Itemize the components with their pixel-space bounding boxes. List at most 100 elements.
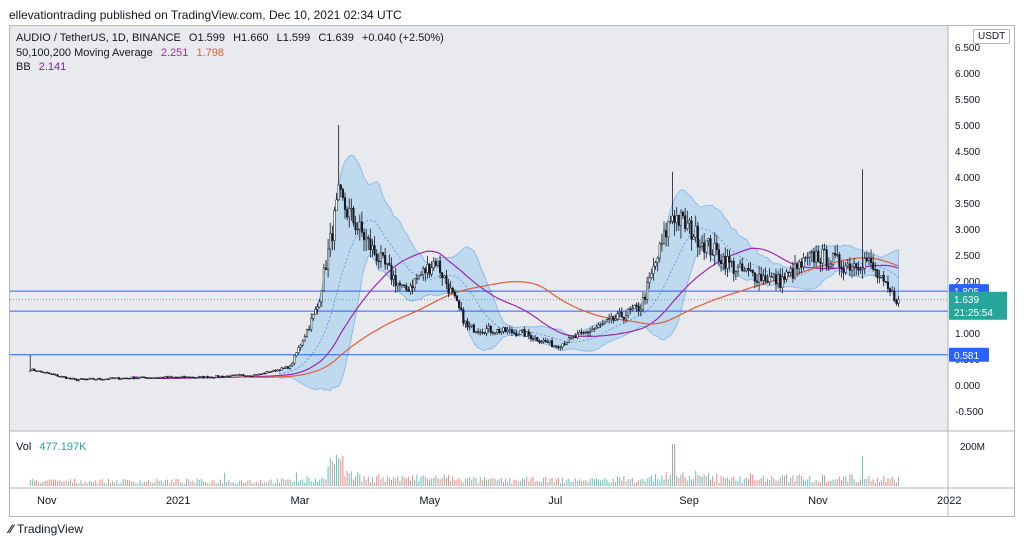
candle-body <box>96 378 99 380</box>
candle-body <box>348 208 351 218</box>
volume-bar <box>739 476 741 486</box>
candle-body <box>610 316 613 320</box>
candle-body <box>453 291 456 297</box>
candle-body <box>493 332 497 334</box>
volume-bar <box>809 476 811 486</box>
volume-bar <box>640 479 642 486</box>
candle-body <box>523 329 526 337</box>
volume-bar <box>492 477 494 486</box>
volume-bar <box>659 480 661 486</box>
candle-body <box>405 285 408 290</box>
volume-bar <box>365 479 367 486</box>
volume-bar <box>369 482 371 486</box>
candle-body <box>324 267 328 270</box>
volume-bar <box>228 480 230 486</box>
candle-body <box>198 376 201 378</box>
candle-body <box>633 304 636 309</box>
candle-body <box>688 220 691 224</box>
volume-bar <box>112 480 114 486</box>
volume-bar <box>868 475 870 486</box>
candle-body <box>504 327 507 333</box>
candle-body <box>217 375 220 378</box>
candle-body <box>736 266 740 272</box>
candle-body <box>274 369 277 372</box>
candle-body <box>295 352 298 357</box>
candle-body <box>253 374 256 377</box>
candle-body <box>603 321 606 324</box>
volume-bar <box>226 481 228 486</box>
candle-body <box>882 275 885 282</box>
candle-body <box>576 333 579 339</box>
volume-bar <box>456 479 458 486</box>
volume-bar <box>342 455 344 486</box>
candle-body <box>643 296 647 300</box>
volume-bar <box>211 480 213 486</box>
volume-bar <box>213 480 215 486</box>
candle-body <box>599 324 602 326</box>
price-chart[interactable]: -0.5000.0000.5001.0001.5002.0002.5003.00… <box>10 26 1014 516</box>
bb-label: BB <box>16 61 31 73</box>
volume-bar <box>874 483 876 486</box>
volume-bar <box>388 477 390 486</box>
candle-body <box>415 278 418 280</box>
volume-bar <box>767 478 769 486</box>
candle-body <box>60 376 63 378</box>
volume-bar <box>285 479 287 486</box>
candle-body <box>71 378 74 380</box>
chart-frame[interactable]: -0.5000.0000.5001.0001.5002.0002.5003.00… <box>9 25 1015 517</box>
currency-unit-button[interactable]: USDT <box>973 29 1011 44</box>
bb-legend[interactable]: BB 2.141 <box>16 61 71 73</box>
candle-body <box>215 375 218 378</box>
volume-bar <box>173 482 175 486</box>
volume-bar <box>295 472 297 486</box>
candle-body <box>758 273 761 283</box>
candle-body <box>597 324 600 328</box>
volume-bar <box>154 482 156 486</box>
volume-bar <box>655 474 657 486</box>
level-badge-3-bg <box>949 347 989 362</box>
candle-body <box>179 376 182 379</box>
volume-bar <box>205 482 207 486</box>
volume-bar <box>540 482 542 486</box>
volume-bar <box>69 479 71 486</box>
volume-bar <box>462 482 464 486</box>
candle-body <box>870 257 873 263</box>
candle-body <box>462 309 465 324</box>
candle-body <box>371 245 374 250</box>
candle-body <box>481 331 484 334</box>
candle-body <box>231 374 235 377</box>
volume-bar <box>629 479 631 486</box>
candle-body <box>365 237 368 241</box>
candle-body <box>529 335 532 340</box>
volume-bar <box>110 482 112 486</box>
volume-bar <box>705 476 707 486</box>
ma-legend[interactable]: 50,100,200 Moving Average 2.251 1.798 <box>16 47 229 59</box>
volume-bar <box>576 480 578 486</box>
candle-body <box>705 240 708 253</box>
candle-body <box>641 296 644 311</box>
volume-bar <box>333 464 335 486</box>
volume-value: 477.197K <box>39 441 87 453</box>
volume-bar <box>866 478 868 486</box>
candle-body <box>614 318 617 321</box>
volume-bar <box>671 444 673 486</box>
candle-body <box>183 376 186 378</box>
volume-bar <box>786 474 788 486</box>
candle-body <box>677 214 680 226</box>
candle-body <box>305 329 309 337</box>
volume-bar <box>209 483 211 486</box>
volume-bar <box>310 481 312 486</box>
y-tick-label: 5.000 <box>955 121 980 132</box>
candle-body <box>50 373 53 375</box>
candle-body <box>229 374 232 378</box>
candle-body <box>240 374 243 376</box>
volume-bar <box>631 478 633 486</box>
candle-body <box>591 329 594 332</box>
candle-body <box>730 260 733 263</box>
volume-bar <box>821 474 823 486</box>
volume-bar <box>792 475 794 486</box>
candle-body <box>479 331 482 334</box>
candle-body <box>834 253 837 256</box>
candle-body <box>160 377 163 379</box>
volume-legend[interactable]: Vol 477.197K <box>16 441 91 453</box>
